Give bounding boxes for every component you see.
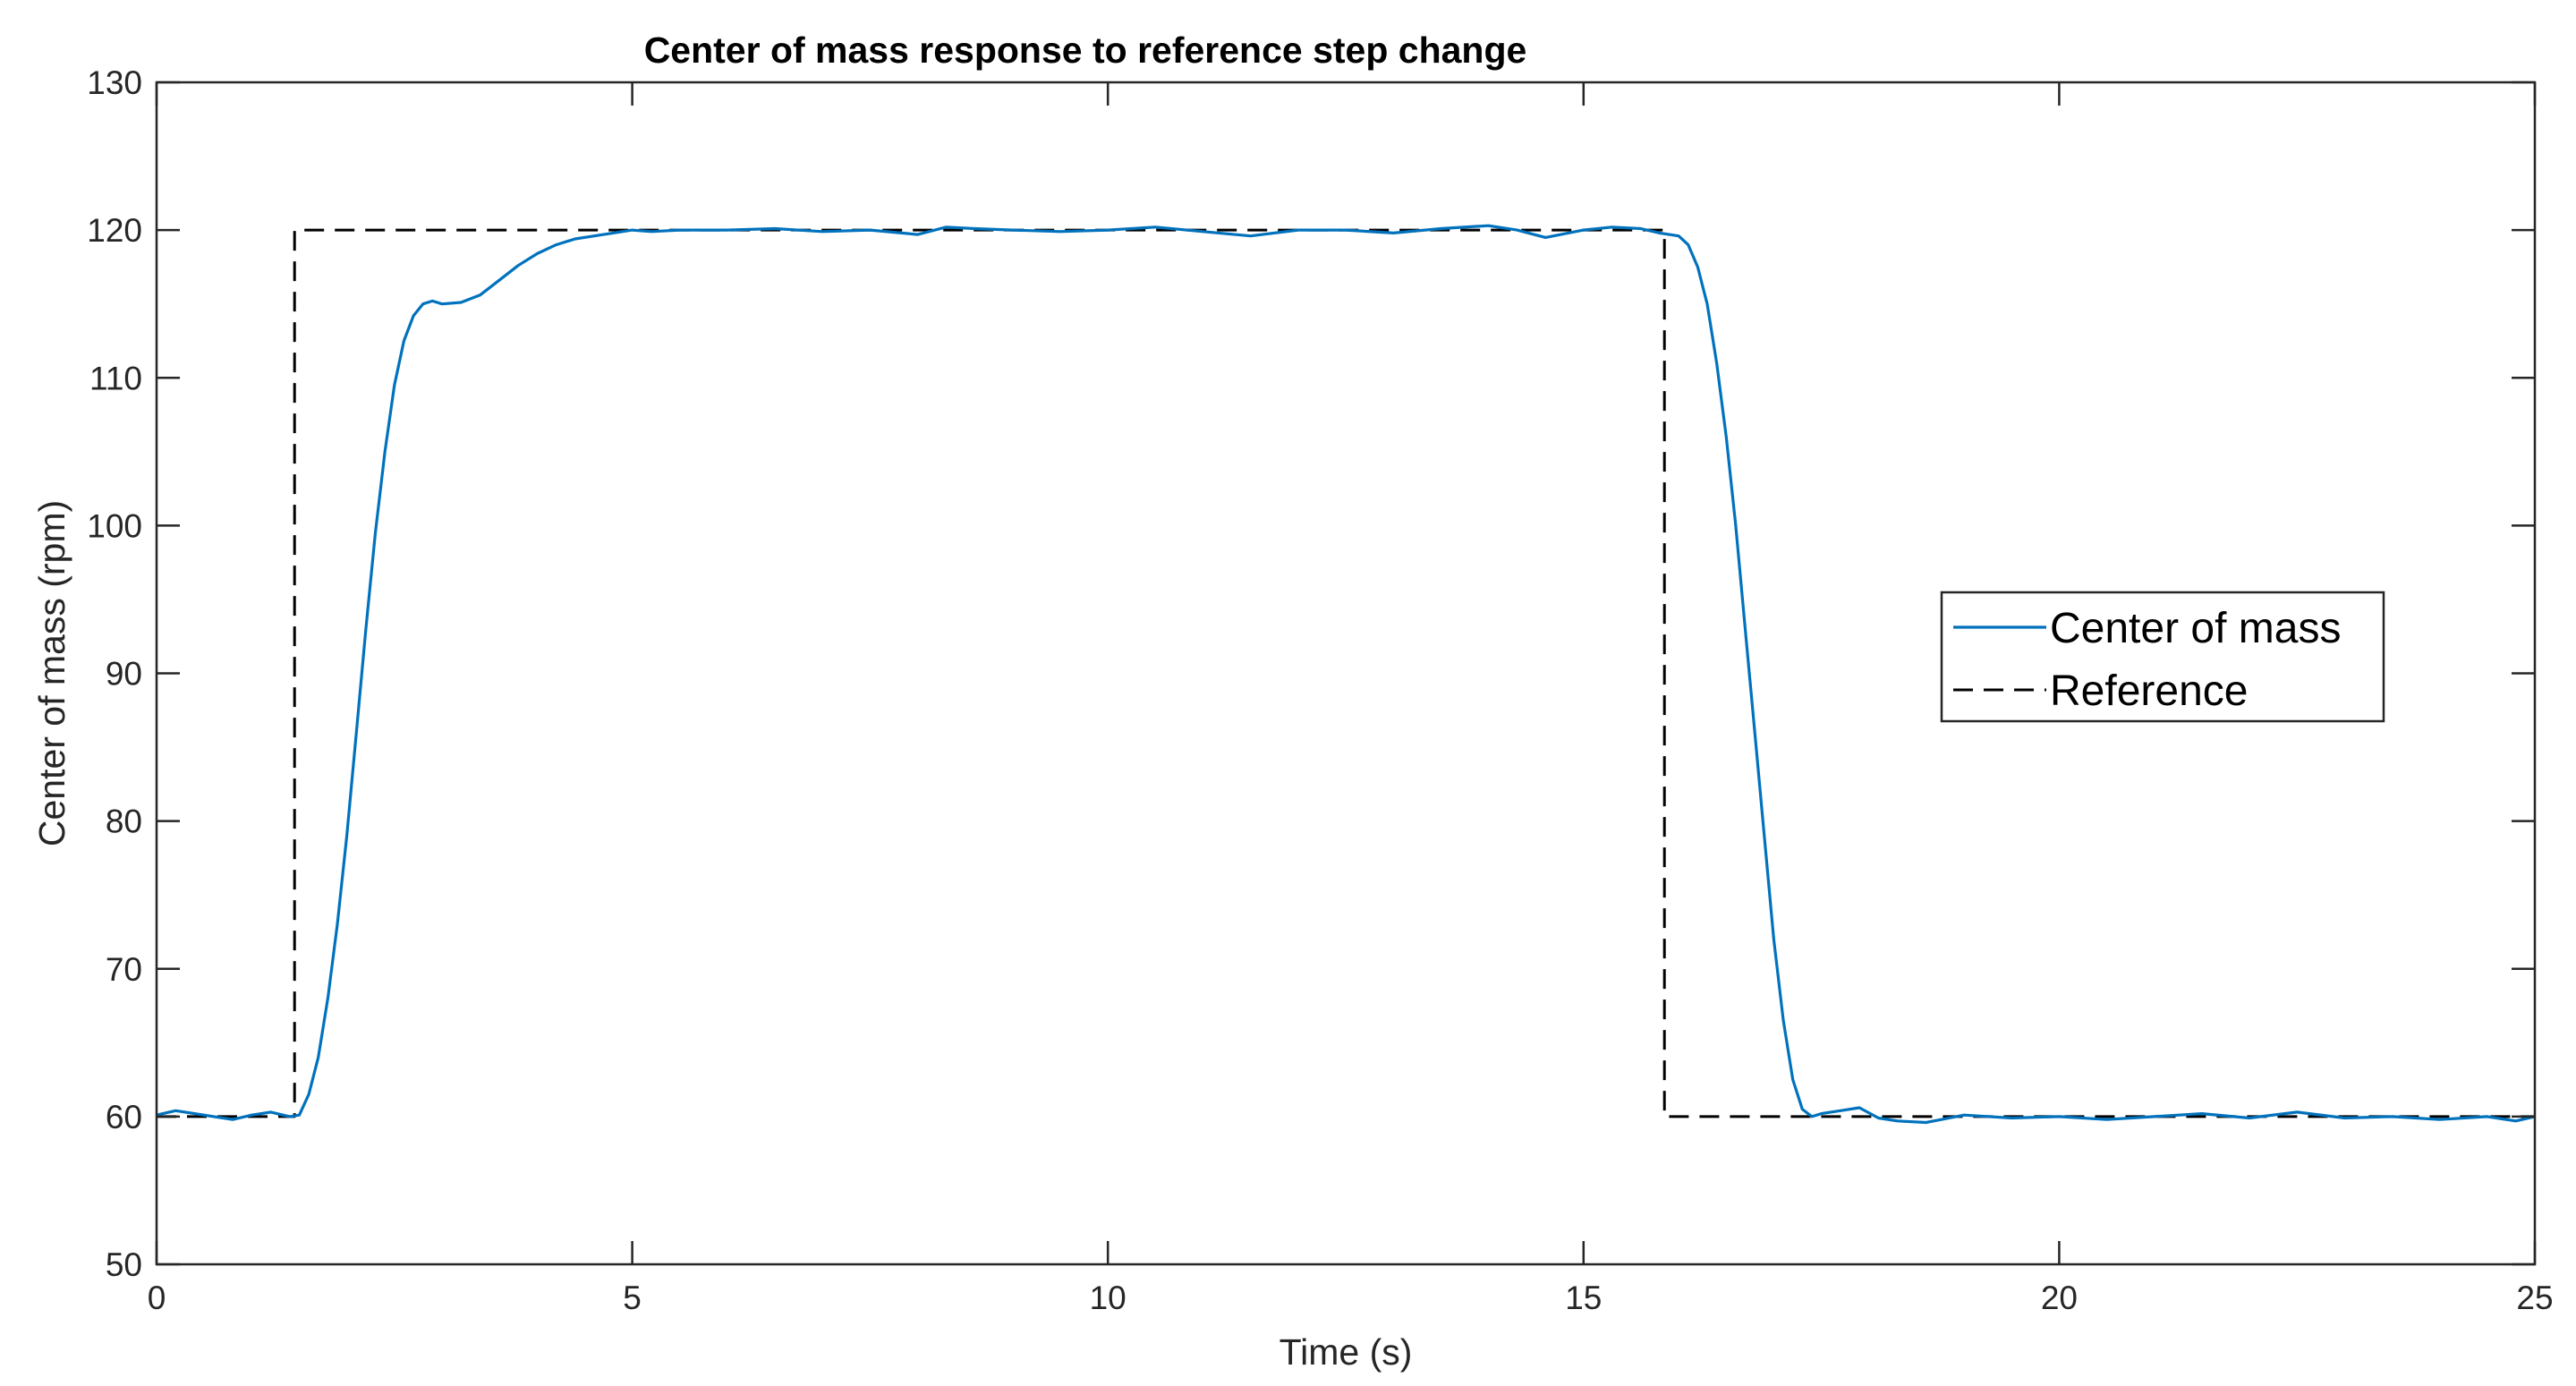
x-tick-label: 10 (1090, 1280, 1126, 1316)
y-tick-label: 90 (106, 656, 142, 693)
y-tick-label: 120 (87, 212, 142, 249)
x-tick-label: 15 (1565, 1280, 1602, 1316)
x-axis-label: Time (s) (1279, 1331, 1413, 1373)
legend: Center of mass Reference (1940, 591, 2385, 723)
x-tick-label: 0 (148, 1280, 166, 1316)
series-layer (156, 224, 2536, 1125)
legend-box (1940, 591, 2385, 723)
y-tick-label: 80 (106, 804, 142, 840)
y-tick-label: 100 (87, 507, 142, 544)
x-tick-label: 20 (2041, 1280, 2078, 1316)
legend-label-center-of-mass: Center of mass (2050, 605, 2341, 652)
y-tick-label: 130 (87, 64, 142, 101)
series-line-center-of-mass (156, 224, 2536, 1125)
ticks-layer: 0 5 10 15 20 25 50 60 70 80 90 100 110 120 130 (87, 64, 2553, 1316)
y-tick-label: 70 (106, 951, 142, 988)
y-tick-label: 50 (106, 1246, 142, 1283)
x-tick-label: 25 (2516, 1280, 2553, 1316)
chart-title: Center of mass response to reference ste… (644, 30, 1527, 71)
y-tick-label: 110 (89, 360, 142, 396)
legend-label-reference: Reference (2050, 667, 2248, 715)
y-axis-label: Center of mass (rpm) (31, 500, 72, 846)
y-tick-label: 60 (106, 1099, 142, 1135)
x-tick-label: 5 (623, 1280, 642, 1316)
